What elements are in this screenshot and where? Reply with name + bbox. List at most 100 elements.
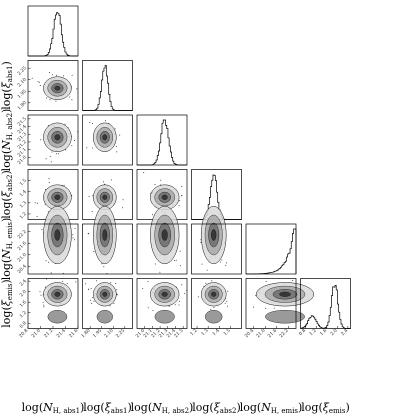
sample-point (178, 205, 180, 207)
x-tick-label: 20.8 (18, 328, 30, 340)
panel-4-1 (82, 205, 133, 275)
sample-point (115, 146, 117, 148)
sample-point (45, 158, 47, 160)
y-axis-label-3: log(ξabs2) (0, 170, 14, 219)
sample-point (103, 181, 104, 183)
sample-point (44, 286, 46, 288)
sample-point (51, 151, 53, 153)
x-tick-label: 21.6 (68, 328, 80, 340)
y-tick-label: 0.8 (19, 320, 28, 329)
y-tick-label: 1.95 (16, 88, 28, 100)
sample-point (71, 145, 73, 147)
sample-point (211, 280, 213, 282)
panel-5-4: 20.4 21.0 21.6 22.2 (244, 278, 315, 340)
y-tick-label: 2.4 (19, 278, 28, 287)
sample-point (152, 310, 154, 312)
x-tick-label: 20.4 (244, 328, 256, 340)
sample-point (31, 77, 33, 79)
sample-point (93, 251, 95, 252)
sample-point (37, 81, 39, 83)
sample-point (39, 291, 41, 293)
sample-point (39, 81, 40, 83)
sample-point (104, 183, 106, 185)
sample-point (147, 281, 149, 282)
sample-point (88, 195, 90, 197)
panel-frame (191, 223, 242, 275)
sample-point (224, 302, 226, 304)
x-tick-label: 21.2 (150, 328, 162, 340)
sample-point (184, 292, 186, 294)
panel-frame (82, 278, 133, 329)
sample-point (69, 96, 71, 98)
sample-point (178, 304, 180, 306)
sample-point (40, 294, 42, 296)
sample-point (42, 301, 44, 303)
histogram-0 (28, 12, 78, 57)
sample-point (37, 202, 38, 204)
contour-level-3 (211, 229, 217, 241)
sample-point (48, 261, 50, 263)
sample-point (62, 272, 64, 274)
sample-point (72, 237, 74, 239)
contour-level-3 (54, 194, 61, 200)
x-tick-label: 22.2 (278, 328, 290, 340)
sample-point (36, 216, 38, 217)
x-axis-label-1: log(ξabs1) (83, 401, 132, 415)
histogram-1 (82, 65, 133, 111)
y-tick-label: 1.3 (19, 200, 28, 209)
sample-point (43, 304, 45, 306)
panel-5-3: 1.2 1.3 1.4 1.5 (189, 278, 242, 337)
panel-4-0: 20.421.021.622.2 (16, 205, 79, 275)
x-tick-label: 2.4 (340, 328, 349, 337)
sample-point (210, 309, 212, 311)
sample-point (89, 299, 91, 301)
y-tick-label: 21.0 (16, 154, 28, 166)
x-tick-label: 21.0 (30, 328, 42, 340)
sample-point (109, 305, 111, 307)
panel-frame (245, 278, 297, 329)
sample-point (63, 184, 65, 186)
secondary-mode (96, 310, 113, 324)
panel-frame (191, 278, 242, 329)
panel-frame (27, 223, 79, 275)
y-tick-label: 21.5 (16, 116, 28, 128)
panel-frame (136, 114, 188, 166)
sample-point (92, 147, 94, 149)
x-tick-label: 1.2 (308, 328, 317, 337)
sample-point (110, 179, 112, 181)
panel-frame (245, 223, 297, 275)
x-tick-label: 21.0 (135, 328, 147, 340)
sample-point (213, 306, 215, 308)
contour-level-3 (54, 291, 61, 297)
sample-point (114, 128, 116, 130)
sample-point (116, 294, 118, 296)
sample-point (71, 74, 73, 76)
panel-frame (27, 114, 79, 166)
panel-frame (136, 278, 188, 329)
sample-point (45, 189, 46, 190)
panel-frame (27, 60, 79, 111)
sample-point (179, 200, 181, 202)
sample-point (197, 296, 199, 298)
contour-level-3 (54, 229, 61, 241)
sample-point (101, 263, 103, 265)
y-tick-label: 1.2 (19, 211, 28, 220)
sample-point (119, 134, 121, 136)
sample-point (62, 281, 64, 282)
x-tick-label: 1.4 (211, 328, 220, 337)
sample-point (159, 271, 161, 273)
sample-point (91, 211, 93, 212)
sample-point (87, 232, 89, 234)
sample-point (265, 307, 267, 309)
sample-point (47, 124, 49, 126)
sample-point (253, 306, 254, 308)
sample-point (265, 281, 267, 282)
sample-point (154, 263, 156, 265)
sample-point (227, 290, 229, 292)
x-tick-label: 21.4 (55, 328, 67, 340)
y-tick-label: 21.2 (16, 139, 28, 151)
sample-point (93, 300, 95, 302)
sample-point (66, 283, 68, 284)
panel-3-1 (82, 169, 133, 220)
sample-point (151, 214, 153, 216)
